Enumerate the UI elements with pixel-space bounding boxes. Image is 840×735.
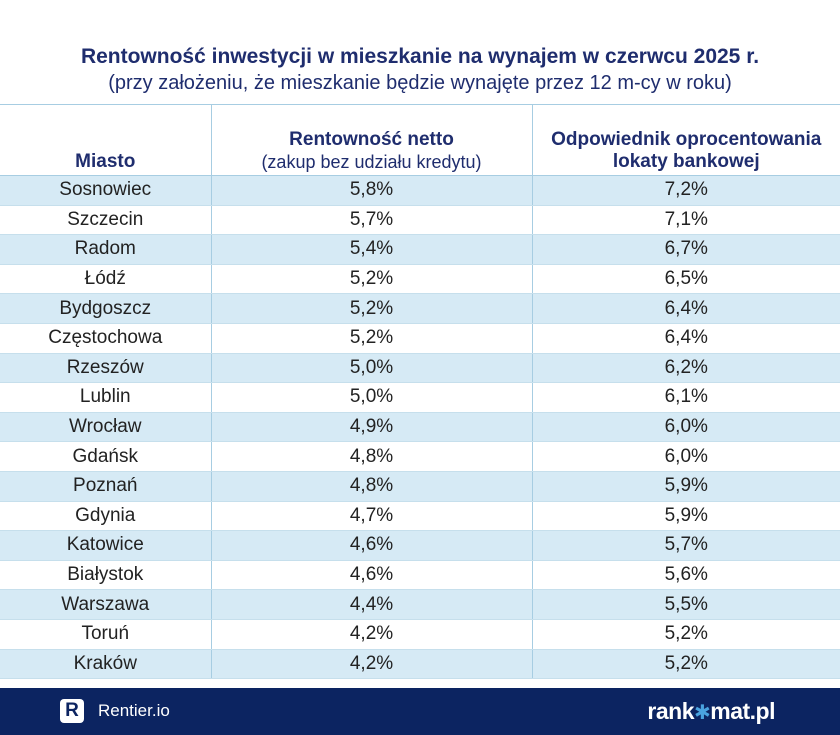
rentier-brand: Rentier.io — [98, 701, 170, 720]
rankomat-logo: rank✱mat.pl — [647, 697, 775, 727]
cell-net-return: 5,7% — [210, 205, 532, 236]
header-deposit-line1: Odpowiednik oprocentowania — [551, 129, 822, 150]
cell-deposit-equivalent: 6,5% — [531, 264, 840, 295]
cell-city: Białystok — [0, 560, 211, 591]
chart-title: Rentowność inwestycji w mieszkanie na wy… — [80, 45, 760, 68]
cell-city: Lublin — [0, 382, 211, 413]
cell-city: Szczecin — [0, 205, 211, 236]
table-row: Warszawa 4,4% 5,5% — [0, 589, 840, 620]
header-deposit-line2: lokaty bankowej — [612, 151, 760, 172]
header-city: Miasto — [0, 104, 211, 176]
table-row: Rzeszów 5,0% 6,2% — [0, 353, 840, 384]
table-row: Gdańsk 4,8% 6,0% — [0, 441, 840, 472]
cell-net-return: 5,2% — [210, 264, 532, 295]
cell-deposit-equivalent: 6,4% — [531, 293, 840, 324]
cell-net-return: 4,2% — [210, 649, 532, 680]
cell-city: Poznań — [0, 471, 211, 502]
cell-net-return: 5,2% — [210, 323, 532, 354]
cell-net-return: 4,6% — [210, 560, 532, 591]
cell-city: Rzeszów — [0, 353, 211, 384]
cell-net-return: 5,0% — [210, 382, 532, 413]
cell-net-return: 4,8% — [210, 471, 532, 502]
table-row: Częstochowa 5,2% 6,4% — [0, 323, 840, 354]
cell-deposit-equivalent: 5,9% — [531, 471, 840, 502]
header-net-return-label: Rentowność netto — [289, 129, 454, 150]
cell-net-return: 4,9% — [210, 412, 532, 443]
cell-city: Gdynia — [0, 501, 211, 532]
table-row: Kraków 4,2% 5,2% — [0, 649, 840, 680]
table-header-row: Miasto Rentowność netto (zakup bez udzia… — [0, 104, 840, 176]
cell-net-return: 4,6% — [210, 530, 532, 561]
cell-city: Częstochowa — [0, 323, 211, 354]
cell-deposit-equivalent: 5,6% — [531, 560, 840, 591]
table-row: Toruń 4,2% 5,2% — [0, 619, 840, 650]
cell-city: Katowice — [0, 530, 211, 561]
cell-net-return: 5,0% — [210, 353, 532, 384]
chart-subtitle: (przy założeniu, że mieszkanie będzie wy… — [108, 72, 732, 94]
data-table: Miasto Rentowność netto (zakup bez udzia… — [0, 104, 840, 680]
cell-net-return: 5,4% — [210, 234, 532, 265]
cell-deposit-equivalent: 6,1% — [531, 382, 840, 413]
cell-net-return: 4,8% — [210, 441, 532, 472]
cell-net-return: 5,8% — [210, 175, 532, 206]
table-body: Sosnowiec 5,8% 7,2% Szczecin 5,7% 7,1% Radom 5,… — [0, 175, 840, 680]
cell-deposit-equivalent: 5,7% — [531, 530, 840, 561]
cell-deposit-equivalent: 5,2% — [531, 649, 840, 680]
rankomat-part1: rank — [647, 698, 694, 724]
header-net-return-sublabel: (zakup bez udziału kredytu) — [261, 152, 482, 172]
cell-deposit-equivalent: 5,9% — [531, 501, 840, 532]
cell-deposit-equivalent: 6,0% — [531, 412, 840, 443]
cell-city: Gdańsk — [0, 441, 211, 472]
cell-city: Radom — [0, 234, 211, 265]
table-row: Wrocław 4,9% 6,0% — [0, 412, 840, 443]
cell-net-return: 4,7% — [210, 501, 532, 532]
table-row: Katowice 4,6% 5,7% — [0, 530, 840, 561]
cell-city: Łódź — [0, 264, 211, 295]
cell-city: Warszawa — [0, 589, 211, 620]
cell-net-return: 4,4% — [210, 589, 532, 620]
table-row: Radom 5,4% 6,7% — [0, 234, 840, 265]
table-row: Lublin 5,0% 6,1% — [0, 382, 840, 413]
table-row: Poznań 4,8% 5,9% — [0, 471, 840, 502]
header-net-return: Rentowność netto (zakup bez udziału kred… — [210, 104, 532, 176]
rentier-logo-icon: R — [60, 699, 84, 723]
table-row: Białystok 4,6% 5,6% — [0, 560, 840, 591]
table-row: Szczecin 5,7% 7,1% — [0, 205, 840, 236]
cell-city: Sosnowiec — [0, 175, 211, 206]
header-deposit-equivalent: Odpowiednik oprocentowania lokaty bankow… — [531, 104, 840, 176]
table-row: Bydgoszcz 5,2% 6,4% — [0, 293, 840, 324]
cell-city: Wrocław — [0, 412, 211, 443]
rankomat-part2: mat.pl — [710, 698, 775, 724]
cell-deposit-equivalent: 6,4% — [531, 323, 840, 354]
header-city-label: Miasto — [75, 151, 136, 172]
rankomat-star-icon: ✱ — [694, 702, 711, 724]
cell-deposit-equivalent: 7,2% — [531, 175, 840, 206]
table-row: Łódź 5,2% 6,5% — [0, 264, 840, 295]
table-row: Sosnowiec 5,8% 7,2% — [0, 175, 840, 206]
cell-net-return: 4,2% — [210, 619, 532, 650]
cell-city: Toruń — [0, 619, 211, 650]
cell-deposit-equivalent: 5,5% — [531, 589, 840, 620]
rentability-table: Miasto Rentowność netto (zakup bez udzia… — [0, 104, 840, 680]
table-row: Gdynia 4,7% 5,9% — [0, 501, 840, 532]
cell-deposit-equivalent: 5,2% — [531, 619, 840, 650]
cell-deposit-equivalent: 6,0% — [531, 441, 840, 472]
footer-bar: R Rentier.io rank✱mat.pl — [0, 688, 840, 735]
cell-net-return: 5,2% — [210, 293, 532, 324]
cell-deposit-equivalent: 7,1% — [531, 205, 840, 236]
cell-city: Kraków — [0, 649, 211, 680]
cell-deposit-equivalent: 6,2% — [531, 353, 840, 384]
cell-city: Bydgoszcz — [0, 293, 211, 324]
cell-deposit-equivalent: 6,7% — [531, 234, 840, 265]
